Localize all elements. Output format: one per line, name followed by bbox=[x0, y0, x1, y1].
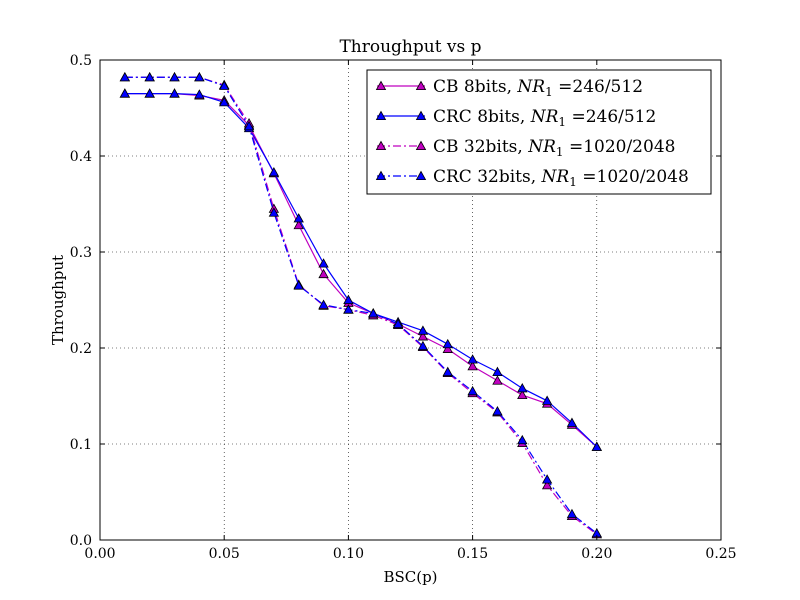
plot-frame bbox=[99, 59, 722, 541]
data-point-marker bbox=[541, 479, 553, 490]
legend-label: CB 32bits, NR1 =1020/2048 bbox=[433, 137, 675, 159]
x-tick-label: 0.10 bbox=[333, 546, 364, 562]
x-tick-label: 0.15 bbox=[457, 546, 488, 562]
data-point-marker bbox=[293, 280, 304, 290]
data-point-marker bbox=[467, 360, 478, 371]
x-tick-label: 0.00 bbox=[84, 546, 115, 562]
data-point-marker bbox=[591, 441, 602, 451]
data-point-marker bbox=[318, 268, 329, 279]
data-point-marker bbox=[417, 331, 429, 341]
legend-entry: CB 8bits, NR1 =246/512 bbox=[375, 77, 643, 99]
x-tick-label: 0.25 bbox=[705, 546, 736, 562]
data-point-marker bbox=[268, 166, 280, 177]
legend-marker bbox=[375, 140, 387, 151]
y-tick-label: 0.5 bbox=[70, 53, 92, 69]
legend-marker bbox=[375, 170, 387, 181]
legend-entry: CB 32bits, NR1 =1020/2048 bbox=[375, 137, 675, 159]
data-point-marker bbox=[442, 338, 453, 349]
legend-label: CB 8bits, NR1 =246/512 bbox=[433, 77, 643, 99]
data-point-marker bbox=[243, 120, 255, 131]
data-point-marker bbox=[144, 88, 155, 98]
data-point-marker bbox=[467, 385, 478, 396]
legend-marker bbox=[375, 110, 387, 120]
legend-entry: CRC 32bits, NR1 =1020/2048 bbox=[375, 167, 689, 189]
series-line bbox=[124, 92, 598, 448]
y-axis-label: Throughput bbox=[49, 255, 67, 345]
data-point-marker bbox=[541, 474, 553, 484]
data-point-marker bbox=[368, 308, 379, 318]
data-point-marker bbox=[492, 375, 503, 385]
data-point-marker bbox=[318, 258, 329, 268]
legend-entry: CRC 8bits, NR1 =246/512 bbox=[375, 107, 656, 129]
legend-label: CRC 8bits, NR1 =246/512 bbox=[433, 107, 656, 129]
series-layer bbox=[119, 71, 602, 539]
data-point-marker bbox=[492, 366, 503, 377]
series-line bbox=[124, 76, 598, 535]
data-point-marker bbox=[293, 213, 304, 223]
data-point-marker bbox=[293, 219, 304, 230]
legend: CB 8bits, NR1 =246/512 CRC 8bits, NR1 =24… bbox=[366, 69, 712, 195]
data-point-marker bbox=[194, 71, 205, 82]
data-point-marker bbox=[566, 508, 578, 519]
y-tick-label: 0.3 bbox=[70, 245, 92, 261]
legend-marker bbox=[415, 80, 427, 90]
data-point-marker bbox=[194, 89, 205, 99]
data-point-marker bbox=[467, 354, 478, 364]
data-point-marker bbox=[343, 304, 354, 314]
data-point-marker bbox=[517, 382, 528, 393]
y-tick-label: 0.0 bbox=[70, 533, 92, 549]
chart-title: Throughput vs p bbox=[339, 37, 481, 57]
axis-ticks: 0.00 0.05 0.10 0.15 0.20 0.25 0.0 0.1 0.2 0.3 0.4 0… bbox=[70, 53, 737, 562]
legend-label: CRC 32bits, NR1 =1020/2048 bbox=[433, 167, 689, 189]
data-point-marker bbox=[343, 294, 354, 305]
series-line bbox=[124, 76, 598, 534]
data-point-marker bbox=[169, 71, 180, 82]
legend-marker bbox=[415, 170, 427, 181]
data-point-marker bbox=[119, 88, 131, 98]
data-point-marker bbox=[318, 299, 329, 309]
legend-marker bbox=[415, 140, 427, 151]
data-point-marker bbox=[417, 325, 429, 335]
legend-box bbox=[366, 69, 712, 195]
data-point-marker bbox=[219, 80, 230, 90]
data-point-marker bbox=[492, 406, 503, 416]
y-tick-label: 0.2 bbox=[70, 341, 92, 357]
data-point-marker bbox=[517, 389, 528, 400]
data-point-marker bbox=[442, 343, 453, 353]
data-point-marker bbox=[268, 207, 280, 217]
data-point-marker bbox=[219, 96, 230, 107]
data-point-marker bbox=[119, 71, 131, 82]
data-point-marker bbox=[517, 434, 528, 445]
series-4 bbox=[119, 71, 602, 538]
data-point-marker bbox=[392, 318, 404, 329]
legend-marker bbox=[415, 110, 427, 120]
x-tick-label: 0.20 bbox=[581, 546, 612, 562]
data-point-marker bbox=[417, 340, 429, 351]
data-point-marker bbox=[566, 417, 578, 427]
legend-marker bbox=[375, 80, 387, 90]
data-point-marker bbox=[442, 366, 453, 377]
y-tick-label: 0.4 bbox=[70, 149, 92, 165]
data-point-marker bbox=[144, 71, 155, 82]
data-point-marker bbox=[541, 395, 553, 405]
data-point-marker bbox=[169, 88, 180, 98]
x-tick-label: 0.05 bbox=[209, 546, 240, 562]
x-axis-label: BSC(p) bbox=[383, 568, 437, 586]
y-tick-label: 0.1 bbox=[70, 437, 92, 453]
